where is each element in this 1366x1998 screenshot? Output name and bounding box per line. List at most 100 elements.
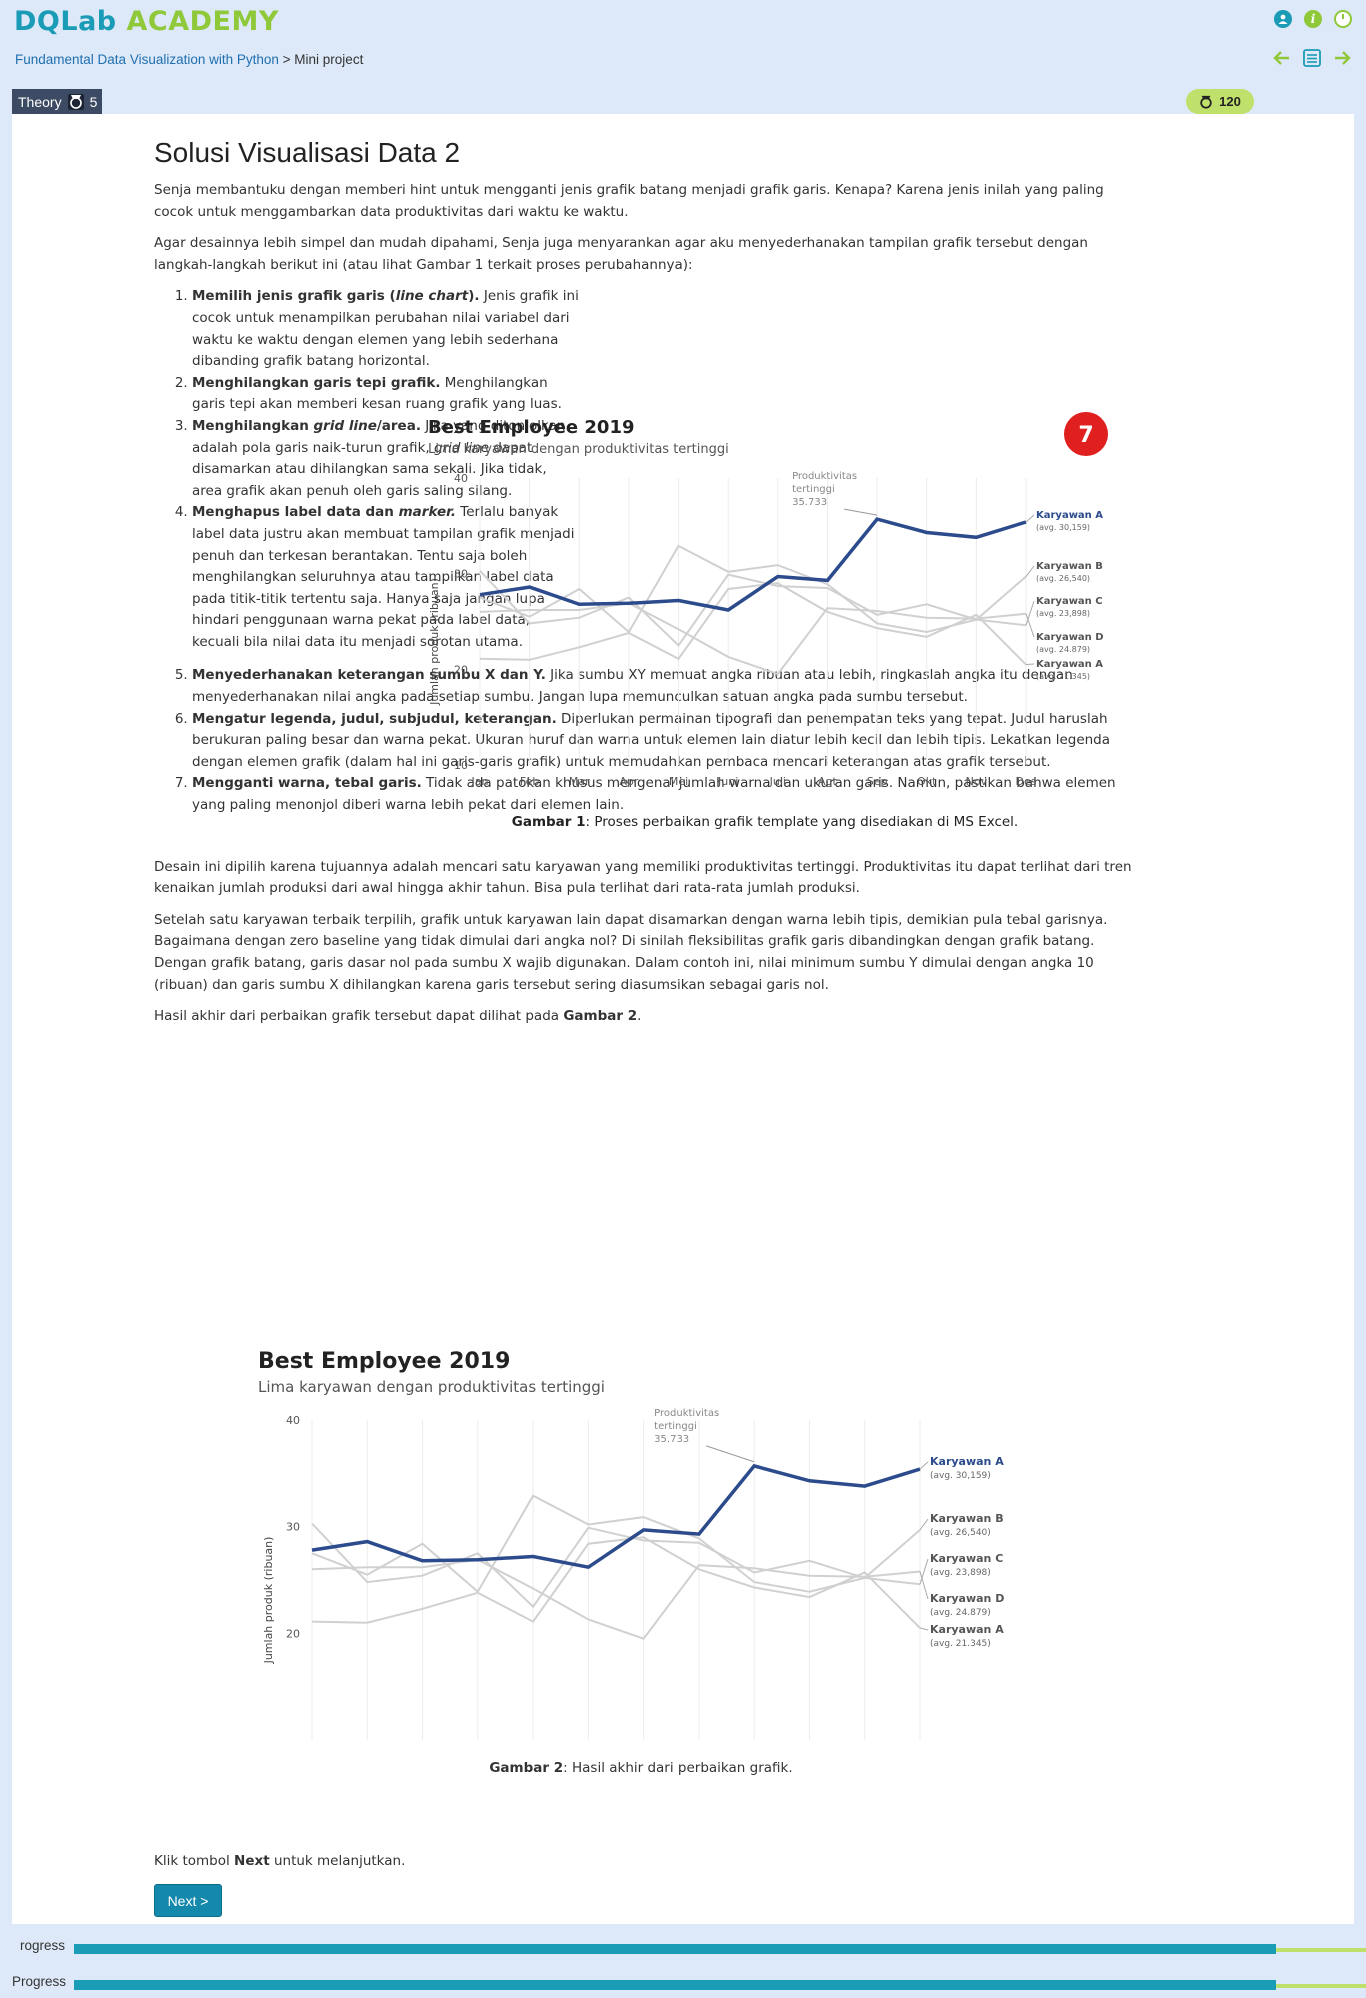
caption-1-bold: Gambar 1 [511, 814, 586, 830]
progress-bar-top: rogress [0, 1938, 1366, 1958]
step-bold-end: /area. [376, 417, 421, 434]
legend-leader [1025, 663, 1035, 666]
x-tick-label: Feb [520, 775, 539, 788]
y-tick-label: 20 [454, 663, 468, 676]
paragraph-1: Senja membantuku dengan memberi hint unt… [154, 182, 1104, 220]
legend-leader [1025, 600, 1035, 626]
y-tick-label: 20 [286, 1627, 300, 1640]
chart-title: Best Employee 2019 [258, 1349, 510, 1374]
step-text: Diperlukan permainan tipografi dan penem… [192, 710, 1111, 770]
legend-sublabel: (avg. 30,159) [1036, 523, 1090, 532]
series-line-muted [479, 544, 1027, 634]
step-italic: marker. [398, 504, 456, 521]
x-tick-label: Des [1016, 775, 1037, 788]
legend-leader [1025, 613, 1035, 638]
series-line-highlight [311, 1463, 921, 1570]
points-badge: 120 [1186, 89, 1254, 114]
legend-leader [1025, 514, 1035, 523]
arrow-left-icon[interactable] [1272, 48, 1292, 68]
figure-1-caption: Gambar 1: Proses perbaikan grafik templa… [420, 814, 1110, 830]
x-tick-label: Sep [867, 775, 888, 788]
y-tick-label: 40 [454, 472, 468, 485]
step-italic: grid line [433, 439, 490, 456]
legend-label: Karyawan B [1036, 561, 1103, 572]
legend-sublabel: (avg. 23,898) [930, 1568, 991, 1578]
legend-label: Karyawan A [1036, 659, 1103, 670]
series-line-muted [479, 602, 1027, 676]
step-bold: Menghapus label data dan [192, 504, 399, 521]
list-item: Memilih jenis grafik garis (line chart).… [192, 286, 580, 372]
power-icon[interactable] [1334, 10, 1352, 28]
article: Solusi Visualisasi Data 2 Senja membantu… [154, 136, 1134, 1038]
progress-track [74, 1944, 1276, 1954]
paragraph-4: Setelah satu karyawan terbaik terpilih, … [154, 911, 1108, 993]
chart-1: Best Employee 2019 Lima karyawan dengan p… [428, 412, 1108, 788]
step-text: Terlalu banyak label data justru akan me… [192, 504, 575, 650]
user-icon[interactable] [1274, 10, 1292, 28]
info-icon[interactable]: i [1304, 10, 1322, 28]
arrow-right-icon[interactable] [1332, 48, 1352, 68]
p5-text: Hasil akhir dari perbaikan grafik terseb… [154, 1008, 564, 1025]
progress-remaining [1276, 1984, 1366, 1988]
paragraph-3: Desain ini dipilih karena tujuannya adal… [154, 858, 1132, 897]
chart-title: Best Employee 2019 [428, 417, 635, 438]
p5-end: . [637, 1008, 642, 1025]
top-icons: i [1274, 10, 1352, 28]
chart-2: Best Employee 2019 Lima karyawan dengan p… [258, 1349, 1004, 1740]
x-tick-label: Juni [717, 775, 738, 788]
x-tick-label: Okt [917, 775, 937, 788]
step-bold: Menghilangkan garis tepi grafik. [192, 374, 441, 391]
caption-1-text: : Proses perbaikan grafik template yang … [585, 814, 1019, 830]
figure-2: Best Employee 2019 Lima karyawan dengan p… [246, 1340, 1036, 1740]
legend-sublabel: (avg. 21.345) [930, 1639, 991, 1649]
step-text: Jika sumbu XY memuat angka ribuan atau l… [192, 667, 1073, 706]
tab-theory[interactable]: Theory 5 [12, 89, 102, 114]
legend-label: Karyawan B [930, 1512, 1004, 1525]
progress-bar-bottom: Progress [0, 1974, 1366, 1994]
p6-bold: Next [234, 1853, 270, 1869]
p6-end: untuk melanjutkan. [269, 1853, 406, 1869]
progress-remaining [1276, 1948, 1366, 1952]
paragraph-2: Agar desainnya lebih simpel dan mudah di… [154, 235, 1088, 273]
legend-sublabel: (avg. 21.345) [1036, 672, 1090, 681]
x-tick-label: Juli [769, 775, 786, 788]
medal-icon [67, 93, 84, 110]
dqlab-logo[interactable]: DQLab ACADEMY [14, 6, 279, 37]
legend-leader [919, 1461, 929, 1470]
y-tick-label: 40 [286, 1414, 300, 1427]
legend-leader [919, 1518, 929, 1531]
y-tick-label: 30 [286, 1521, 300, 1534]
legend-leader [919, 1627, 929, 1631]
nav-icons [1272, 48, 1352, 68]
series-line-muted [479, 570, 1027, 647]
breadcrumb-course-link[interactable]: Fundamental Data Visualization with Pyth… [15, 52, 279, 67]
breadcrumb: Fundamental Data Visualization with Pyth… [15, 52, 363, 67]
legend-label: Karyawan A [930, 1623, 1004, 1636]
legend-leader [1025, 565, 1035, 577]
content-panel [12, 114, 1354, 1924]
legend-leader [919, 1558, 929, 1585]
list-item: Menghapus label data dan marker. Terlalu… [192, 502, 580, 653]
y-axis-label: Jumlah produk (ribuan) [428, 578, 441, 706]
y-tick-label: 30 [454, 568, 468, 581]
list-icon[interactable] [1302, 48, 1322, 68]
next-button[interactable]: Next > [154, 1884, 222, 1917]
step-italic: grid line [313, 417, 377, 434]
annotation-text: 35.733 [792, 497, 827, 508]
annotation-leader [706, 1445, 755, 1463]
x-tick-label: Apr [619, 775, 639, 788]
list-item: Mengatur legenda, judul, subjudul, keter… [192, 709, 1134, 774]
legend-leader [919, 1571, 929, 1600]
steps-list-1: Memilih jenis grafik garis (line chart).… [154, 286, 580, 653]
step-text: Menghilangkan garis tepi akan memberi ke… [192, 374, 562, 413]
tab-theory-count: 5 [89, 93, 98, 110]
figure-2-caption: Gambar 2: Hasil akhir dari perbaikan gra… [246, 1760, 1036, 1776]
legend-sublabel: (avg. 24.879) [930, 1608, 991, 1618]
step-bold: Mengganti warna, tebal garis. [192, 775, 422, 792]
annotation-text: tertinggi [654, 1421, 697, 1432]
points-value: 120 [1219, 94, 1241, 109]
p5-bold: Gambar 2 [563, 1008, 638, 1025]
chart-subtitle: Lima karyawan dengan produktivitas terti… [258, 1378, 605, 1396]
step-bold: Menyederhanakan keterangan sumbu X dan Y… [192, 667, 546, 684]
progress-track [74, 1980, 1276, 1990]
